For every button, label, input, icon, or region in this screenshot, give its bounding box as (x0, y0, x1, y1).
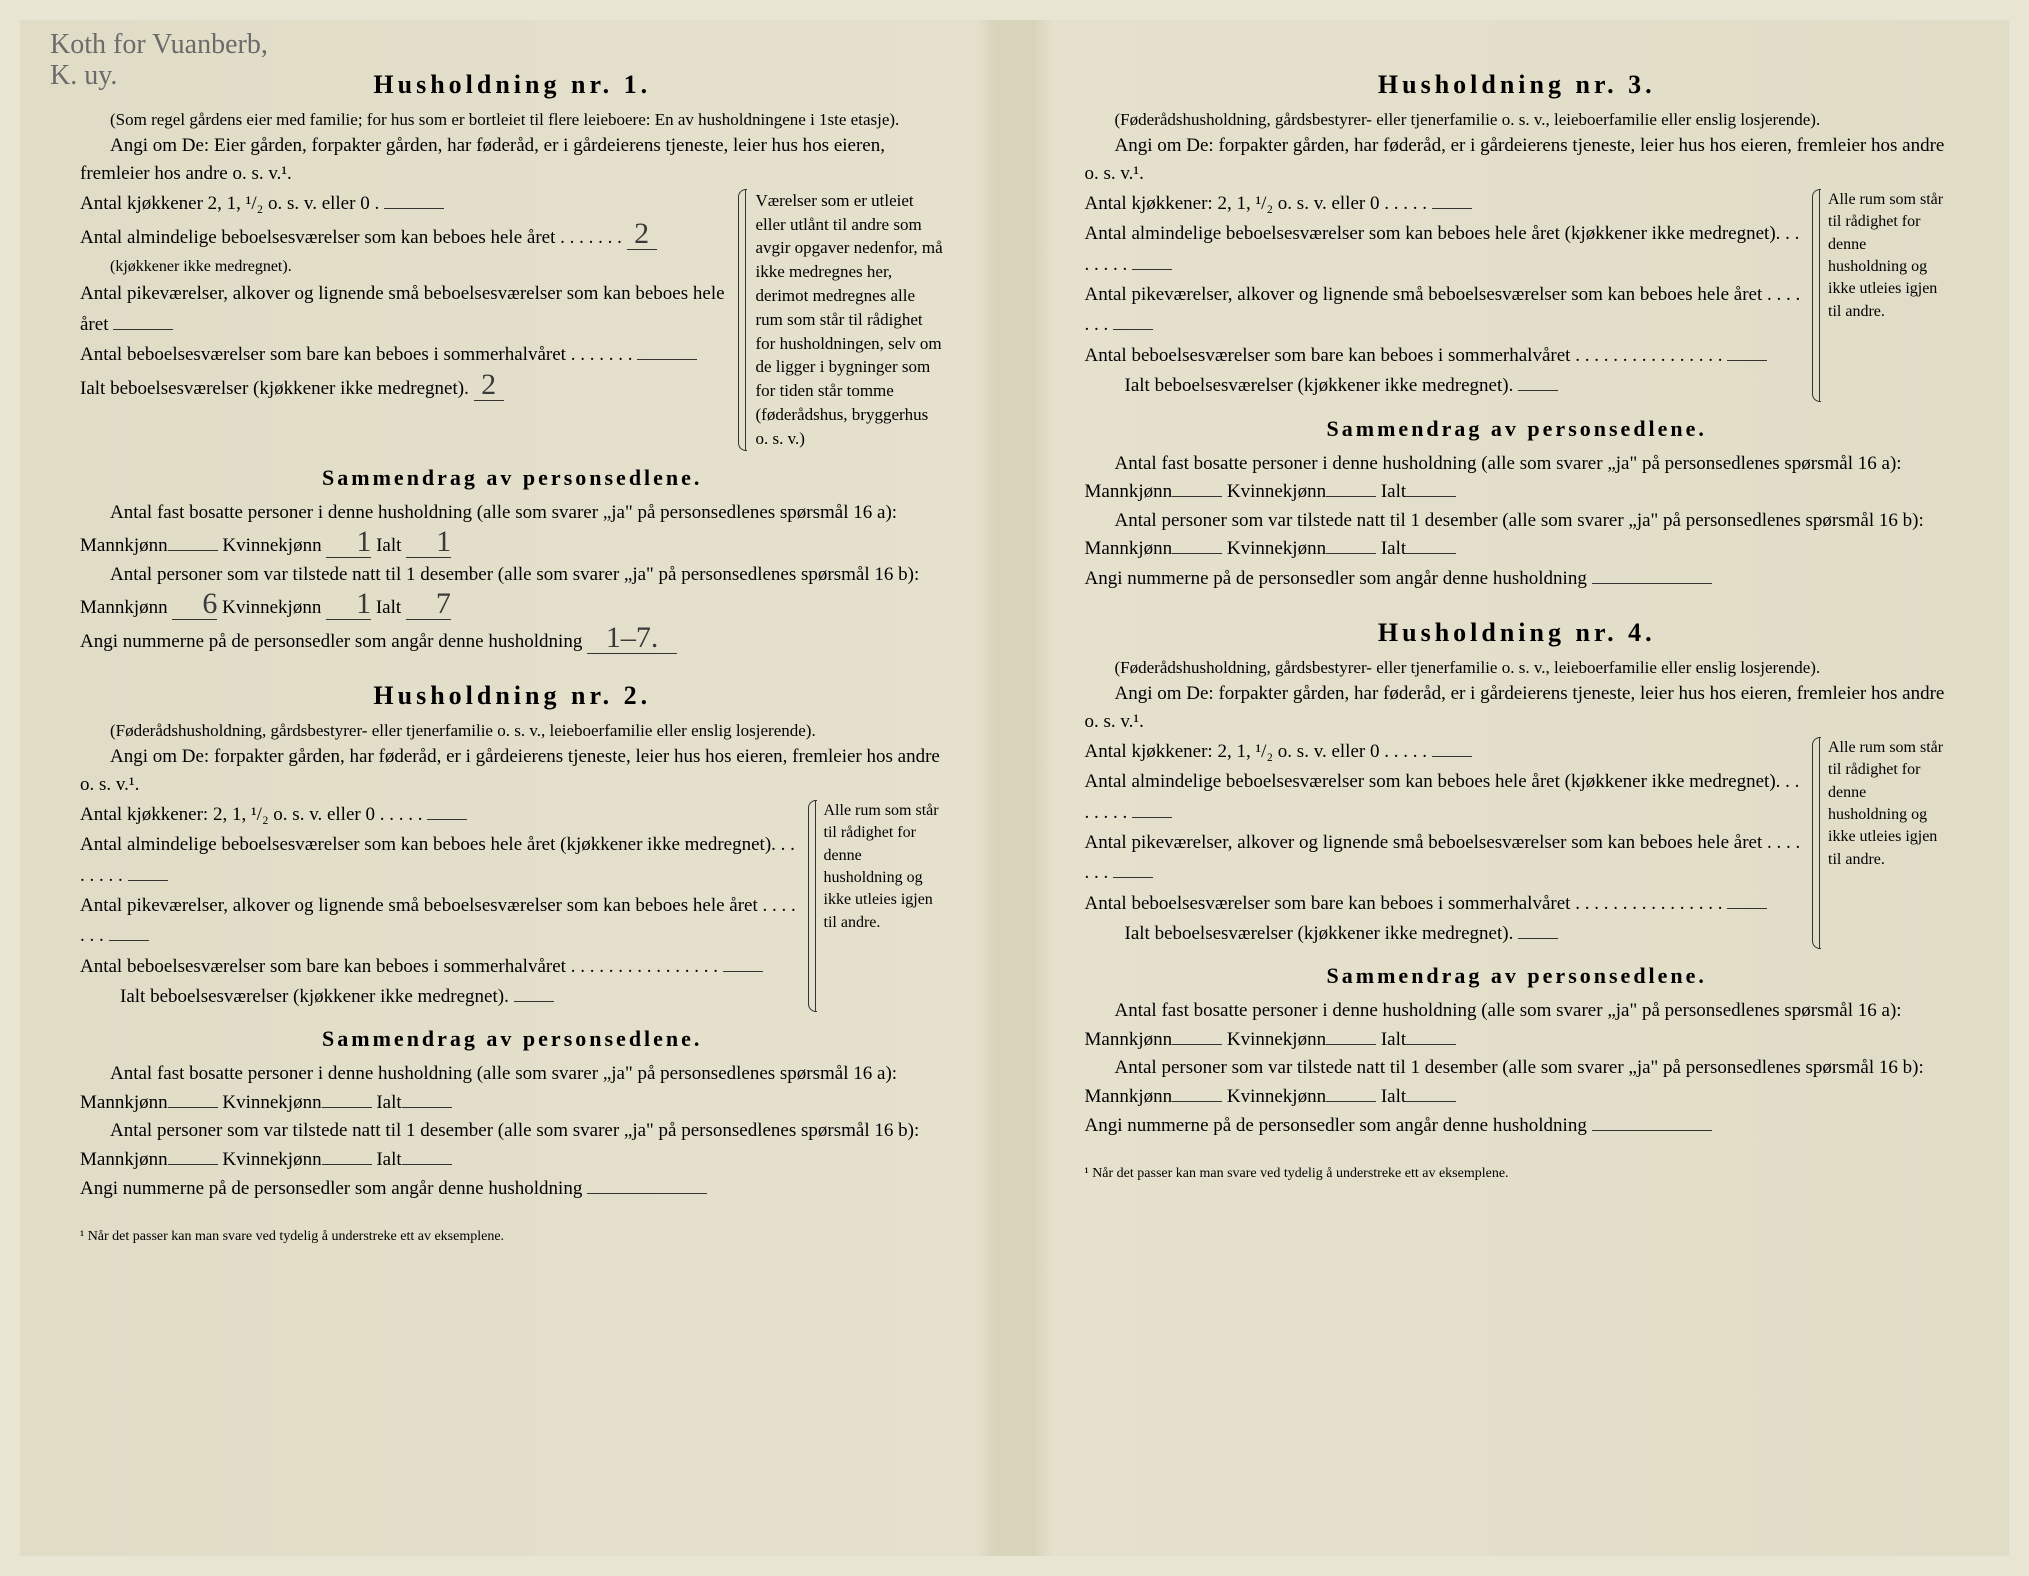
household-3-side-note: Alle rum som står til rådighet for denne… (1819, 189, 1949, 402)
household-2-side-note: Alle rum som står til rådighet for denne… (815, 800, 945, 1013)
household-1-pike: Antal pikeværelser, alkover og lignende … (80, 279, 733, 340)
household-4: Husholdning nr. 4. (Føderådshusholdning,… (1085, 618, 1950, 1142)
household-3-ialt: Ialt beboelsesværelser (kjøkkener ikke m… (1085, 371, 1808, 401)
household-4-almindelige: Antal almindelige beboelsesværelser som … (1085, 767, 1808, 828)
household-4-title: Husholdning nr. 4. (1085, 618, 1950, 648)
household-2-rooms-block: Antal kjøkkener: 2, 1, ¹/₂ o. s. v. elle… (80, 800, 945, 1013)
household-2-sommer: Antal beboelsesværelser som bare kan beb… (80, 952, 803, 982)
footnote-left: ¹ Når det passer kan man svare ved tydel… (80, 1229, 945, 1245)
household-2-title: Husholdning nr. 2. (80, 681, 945, 711)
household-3-subtitle: (Føderådshusholdning, gårdsbestyrer- ell… (1085, 108, 1950, 132)
household-4-side-note: Alle rum som står til rådighet for denne… (1819, 737, 1949, 950)
household-3: Husholdning nr. 3. (Føderådshusholdning,… (1085, 70, 1950, 594)
footnote-right: ¹ Når det passer kan man svare ved tydel… (1085, 1166, 1950, 1182)
household-2-nummerne: Angi nummerne på de personsedler som ang… (80, 1174, 945, 1204)
household-4-ialt: Ialt beboelsesværelser (kjøkkener ikke m… (1085, 919, 1808, 949)
household-2: Husholdning nr. 2. (Føderådshusholdning,… (80, 681, 945, 1205)
household-4-sammendrag-title: Sammendrag av personsedlene. (1085, 963, 1950, 989)
household-3-pike: Antal pikeværelser, alkover og lignende … (1085, 280, 1808, 341)
handwriting-line-1: Koth for Vuanberb, (50, 30, 268, 61)
household-1-subtitle: (Som regel gårdens eier med familie; for… (80, 108, 945, 132)
household-1-sammendrag-title: Sammendrag av personsedlene. (80, 465, 945, 491)
handwriting-line-2: K. uy. (50, 61, 268, 92)
handwritten-annotation: Koth for Vuanberb, K. uy. (50, 30, 268, 92)
household-4-rooms-block: Antal kjøkkener: 2, 1, ¹/₂ o. s. v. elle… (1085, 737, 1950, 950)
household-1-kjokken: Antal kjøkkener 2, 1, ¹/₂ o. s. v. eller… (80, 189, 733, 219)
household-4-pike: Antal pikeværelser, alkover og lignende … (1085, 828, 1808, 889)
household-2-almindelige: Antal almindelige beboelsesværelser som … (80, 830, 803, 891)
household-4-bosatte: Antal fast bosatte personer i denne hush… (1085, 997, 1950, 1054)
household-1-nummerne: Angi nummerne på de personsedler som ang… (80, 623, 945, 657)
household-1: Husholdning nr. 1. (Som regel gårdens ei… (80, 70, 945, 657)
household-4-nummerne: Angi nummerne på de personsedler som ang… (1085, 1111, 1950, 1141)
household-3-rooms-block: Antal kjøkkener: 2, 1, ¹/₂ o. s. v. elle… (1085, 189, 1950, 402)
household-4-sommer: Antal beboelsesværelser som bare kan beb… (1085, 889, 1808, 919)
household-1-bosatte: Antal fast bosatte personer i denne hush… (80, 499, 945, 561)
household-2-kjokken: Antal kjøkkener: 2, 1, ¹/₂ o. s. v. elle… (80, 800, 803, 830)
census-document: Koth for Vuanberb, K. uy. Husholdning nr… (20, 20, 2009, 1556)
household-1-angi: Angi om De: Eier gården, forpakter gårde… (80, 132, 945, 189)
household-2-pike: Antal pikeværelser, alkover og lignende … (80, 891, 803, 952)
household-2-angi: Angi om De: forpakter gården, har føderå… (80, 743, 945, 800)
household-1-rooms-block: Antal kjøkkener 2, 1, ¹/₂ o. s. v. eller… (80, 189, 945, 451)
household-3-title: Husholdning nr. 3. (1085, 70, 1950, 100)
household-1-side-note: Værelser som er utleiet eller utlånt til… (745, 189, 945, 451)
household-4-tilstede: Antal personer som var tilstede natt til… (1085, 1054, 1950, 1111)
household-3-bosatte: Antal fast bosatte personer i denne hush… (1085, 450, 1950, 507)
household-2-bosatte: Antal fast bosatte personer i denne hush… (80, 1060, 945, 1117)
household-3-kjokken: Antal kjøkkener: 2, 1, ¹/₂ o. s. v. elle… (1085, 189, 1808, 219)
household-2-ialt: Ialt beboelsesværelser (kjøkkener ikke m… (80, 982, 803, 1012)
household-3-nummerne: Angi nummerne på de personsedler som ang… (1085, 564, 1950, 594)
household-4-subtitle: (Føderådshusholdning, gårdsbestyrer- ell… (1085, 656, 1950, 680)
household-1-almindelige: Antal almindelige beboelsesværelser som … (80, 219, 733, 253)
household-3-angi: Angi om De: forpakter gården, har føderå… (1085, 132, 1950, 189)
household-3-sammendrag-title: Sammendrag av personsedlene. (1085, 416, 1950, 442)
household-2-sammendrag-title: Sammendrag av personsedlene. (80, 1026, 945, 1052)
household-3-almindelige: Antal almindelige beboelsesværelser som … (1085, 219, 1808, 280)
household-2-subtitle: (Føderådshusholdning, gårdsbestyrer- ell… (80, 719, 945, 743)
household-1-ialt: Ialt beboelsesværelser (kjøkkener ikke m… (80, 370, 733, 404)
page-right: Husholdning nr. 3. (Føderådshusholdning,… (1015, 20, 2010, 1556)
household-4-kjokken: Antal kjøkkener: 2, 1, ¹/₂ o. s. v. elle… (1085, 737, 1808, 767)
household-2-tilstede: Antal personer som var tilstede natt til… (80, 1117, 945, 1174)
household-1-almindelige-note: (kjøkkener ikke medregnet). (80, 254, 733, 280)
household-3-sommer: Antal beboelsesværelser som bare kan beb… (1085, 341, 1808, 371)
page-left: Koth for Vuanberb, K. uy. Husholdning nr… (20, 20, 1015, 1556)
household-4-angi: Angi om De: forpakter gården, har føderå… (1085, 680, 1950, 737)
household-1-tilstede: Antal personer som var tilstede natt til… (80, 561, 945, 623)
household-3-tilstede: Antal personer som var tilstede natt til… (1085, 507, 1950, 564)
household-1-sommer: Antal beboelsesværelser som bare kan beb… (80, 340, 733, 370)
